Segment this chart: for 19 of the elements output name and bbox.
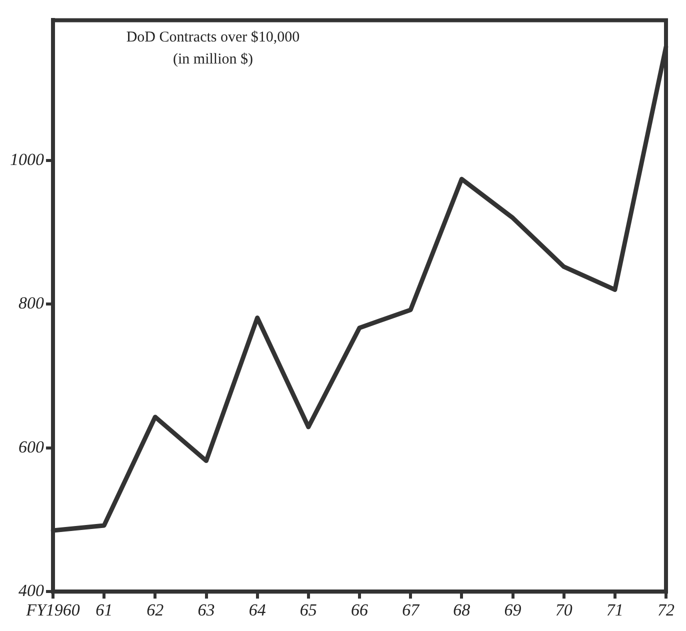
x-tick-label: 64: [248, 600, 266, 620]
y-tick-label: 400: [18, 581, 44, 600]
x-tick-label: 69: [504, 600, 522, 620]
x-tick-label: 62: [146, 600, 164, 620]
x-tick-label: 61: [96, 600, 113, 620]
x-tick-label: 66: [351, 600, 368, 620]
x-tick-label: 63: [198, 600, 215, 620]
y-tick-label: 600: [18, 437, 44, 456]
x-tick-label: 68: [453, 600, 471, 620]
x-tick-label: FY1960: [25, 600, 80, 620]
x-tick-label: 67: [402, 600, 421, 620]
x-tick-label: 71: [606, 600, 624, 620]
x-tick-label: 72: [658, 600, 675, 620]
x-tick-label: 65: [300, 600, 317, 620]
y-tick-label: 800: [18, 294, 44, 313]
text: DoD Contracts over $10,000: [126, 30, 300, 46]
text: (in million $): [173, 52, 253, 68]
x-tick-label: 70: [555, 600, 573, 620]
y-tick-label: 1000: [10, 150, 44, 169]
